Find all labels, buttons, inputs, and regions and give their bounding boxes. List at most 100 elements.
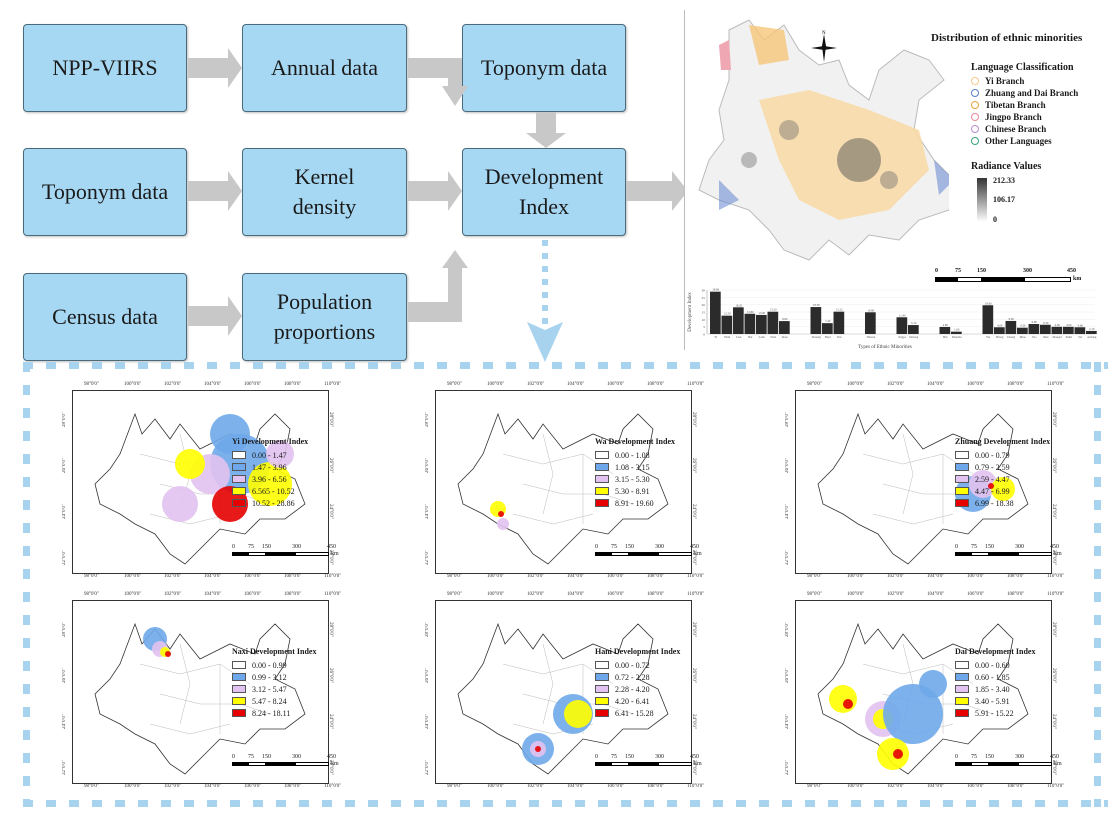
legend-swatch [595, 475, 609, 483]
lon-tick-top: 106°0'0" [967, 382, 985, 387]
map-scale-bar: 0 75 150 300 450 km [955, 544, 1062, 557]
legend-swatch [232, 661, 246, 669]
development-hotspot [564, 700, 592, 728]
lat-tick-right: 24°0'0" [328, 714, 333, 729]
map-legend: Wa Development Index 0.00 - 1.08 1.08 - 3.… [595, 437, 675, 509]
category-label: Achang [1087, 335, 1097, 339]
lat-tick-right: 22°0'0" [328, 550, 333, 565]
legend-class: 4.20 - 6.41 [595, 695, 680, 707]
legend-range: 3.40 - 5.91 [975, 696, 1010, 706]
legend-class: 3.12 - 5.47 [232, 683, 316, 695]
lon-tick-top: 110°0'0" [324, 382, 342, 387]
category-label: Deang [1007, 335, 1015, 339]
lon-tick-top: 100°0'0" [124, 592, 142, 597]
legend-swatch [232, 475, 246, 483]
lon-tick-top: 110°0'0" [687, 382, 705, 387]
lat-tick-left: 26°0'0" [62, 668, 67, 683]
legend-class: 0.00 - 1.47 [232, 449, 308, 461]
category-label: Buyi [825, 335, 831, 339]
radiance-min: 0 [993, 215, 997, 224]
lon-tick-bottom: 104°0'0" [567, 574, 585, 579]
arrow-toponym-to-kernel [188, 171, 242, 211]
npp-viirs-label: NPP-VIIRS [52, 55, 158, 80]
lon-tick-top: 100°0'0" [487, 592, 505, 597]
lon-tick-top: 108°0'0" [284, 592, 302, 597]
lon-tick-top: 104°0'0" [567, 592, 585, 597]
overview-title: Distribution of ethnic minorities [931, 32, 1083, 44]
lat-tick-right: 28°0'0" [1051, 412, 1056, 427]
lon-tick-bottom: 104°0'0" [927, 784, 945, 789]
lat-tick-right: 26°0'0" [691, 458, 696, 473]
lon-tick-top: 98°0'0" [84, 382, 99, 387]
lon-tick-top: 102°0'0" [527, 382, 545, 387]
legend-range: 0.00 - 0.60 [975, 660, 1010, 670]
lat-tick-right: 24°0'0" [1051, 504, 1056, 519]
y-tick-label: 30 [702, 289, 706, 293]
development-hotspot [991, 477, 1015, 501]
province-outline [457, 412, 669, 565]
lon-tick-top: 106°0'0" [607, 592, 625, 597]
legend-class: 0.99 - 3.12 [232, 671, 316, 683]
lat-tick-left: 24°0'0" [785, 714, 790, 729]
y-tick-label: 15 [702, 311, 706, 315]
lat-tick-right: 26°0'0" [1051, 668, 1056, 683]
lat-tick-right: 22°0'0" [691, 760, 696, 775]
map-legend: Naxi Development Index 0.00 - 0.99 0.99 - … [232, 647, 316, 719]
lon-tick-bottom: 98°0'0" [84, 784, 99, 789]
lat-tick-right: 22°0'0" [1051, 760, 1056, 775]
toponym-data-mid-label: Toponym data [41, 179, 169, 204]
lat-tick-left: 24°0'0" [425, 714, 430, 729]
legend-swatch [955, 475, 969, 483]
lon-tick-bottom: 106°0'0" [607, 574, 625, 579]
lon-tick-top: 102°0'0" [887, 592, 905, 597]
legend-yi-branch: Yi Branch [971, 75, 1082, 87]
legend-class: 8.91 - 19.60 [595, 497, 675, 509]
toponym-data-top-box: Toponym data [462, 24, 626, 112]
lon-tick-top: 104°0'0" [927, 382, 945, 387]
map-panel-dai: 98°0'0" 98°0'0" 100°0'0" 100°0'0" 102°0'0" 10… [785, 592, 1064, 792]
lon-tick-top: 110°0'0" [1047, 592, 1065, 597]
category-label: Nu [1078, 335, 1082, 339]
legend-range: 0.00 - 0.72 [615, 660, 650, 670]
radiance-values-title: Radiance Values [971, 161, 1042, 172]
lat-tick-right: 26°0'0" [328, 668, 333, 683]
bar-hani [721, 315, 733, 334]
lon-tick-bottom: 104°0'0" [204, 574, 222, 579]
lon-tick-top: 108°0'0" [647, 382, 665, 387]
legend-range: 1.08 - 3.15 [615, 462, 650, 472]
map-dai [817, 622, 1029, 775]
bar-value-label: 13.80 [747, 310, 754, 314]
development-hotspot [162, 486, 198, 522]
dashed-border-right [1094, 362, 1101, 807]
legend-class: 0.60 - 1.85 [955, 671, 1035, 683]
y-tick-label: 20 [702, 303, 706, 307]
development-hotspot [919, 670, 947, 698]
bar-yao [1028, 324, 1040, 334]
lon-tick-top: 98°0'0" [447, 592, 462, 597]
category-label: Wa [986, 335, 991, 339]
bar-value-label: 8.80 [782, 317, 788, 321]
legend-class: 6.565 - 10.52 [232, 485, 308, 497]
lat-tick-right: 28°0'0" [1051, 622, 1056, 637]
legend-range: 0.00 - 1.47 [252, 450, 287, 460]
map-scale-bar: 0 75 150 300 450 km [232, 544, 339, 557]
lat-tick-left: 22°0'0" [785, 760, 790, 775]
language-classification-title: Language Classification [971, 62, 1074, 73]
arrow-development-to-map [626, 171, 688, 211]
bar-value-label: 7.40 [825, 319, 831, 323]
lon-tick-top: 102°0'0" [164, 382, 182, 387]
lon-tick-top: 106°0'0" [607, 382, 625, 387]
lat-tick-right: 22°0'0" [1051, 550, 1056, 565]
bar-value-label: 6.30 [1043, 321, 1049, 325]
lon-tick-bottom: 98°0'0" [447, 574, 462, 579]
legend-range: 2.28 - 4.20 [615, 684, 650, 694]
legend-title: Hani Development Index [595, 647, 681, 656]
legend-class: 0.00 - 1.08 [595, 449, 675, 461]
legend-class: 2.59 - 4.47 [955, 473, 1050, 485]
lon-tick-top: 108°0'0" [647, 592, 665, 597]
lon-tick-bottom: 102°0'0" [887, 574, 905, 579]
lat-tick-right: 26°0'0" [691, 668, 696, 683]
lon-tick-bottom: 108°0'0" [647, 574, 665, 579]
jingpo-branch-area [719, 40, 731, 70]
development-hotspot [210, 414, 250, 454]
